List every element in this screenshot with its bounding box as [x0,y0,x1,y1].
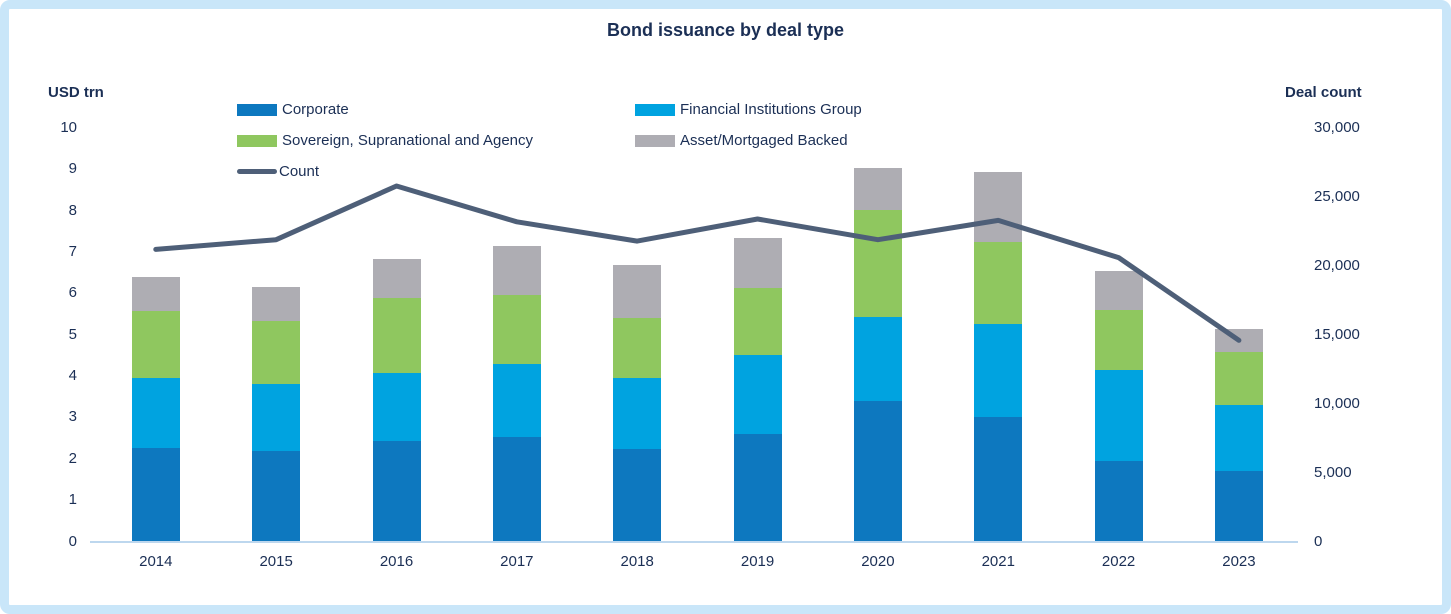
bar-segment-financial-institutions-group-2019 [733,355,782,434]
bar-segment-asset-mortgaged-backed-2019 [733,238,782,289]
bar-segment-corporate-2015 [252,451,301,542]
bar-segment-asset-mortgaged-backed-2022 [1094,270,1143,310]
right-axis-tick: 25,000 [1314,188,1360,205]
bar-segment-asset-mortgaged-backed-2017 [492,245,541,295]
right-axis-tick: 0 [1314,532,1323,550]
bar-segment-sovereign-supranational-and-agency-2018 [613,318,662,379]
bar-segment-asset-mortgaged-backed-2020 [853,168,902,210]
bar-segment-financial-institutions-group-2015 [252,383,301,452]
right-axis-tick: 20,000 [1314,256,1360,274]
chart-title: Bond issuance by deal type [606,20,845,40]
left-axis-tick: 4 [68,367,77,385]
x-axis-tick-2017: 2017 [500,553,534,570]
x-axis-tick-2022: 2022 [1101,553,1136,570]
left-axis-tick: 2 [68,449,77,467]
bar-segment-sovereign-supranational-and-agency-2014 [131,310,180,379]
left-axis-tick: 5 [68,325,77,343]
right-axis-tick: 15,000 [1314,325,1360,343]
bar-segment-corporate-2022 [1094,460,1143,542]
legend-label: Asset/Mortgaged Backed [680,132,848,149]
bar-segment-sovereign-supranational-and-agency-2016 [372,298,421,374]
legend-swatch-financial-institutions-group [635,103,675,116]
bar-segment-corporate-2020 [853,400,902,542]
legend-swatch-corporate [237,103,277,116]
right-axis-tick: 5,000 [1314,463,1352,481]
left-axis-tick: 3 [68,408,77,426]
legend-label: Count [279,163,320,180]
x-axis-tick-2021: 2021 [981,553,1015,570]
left-axis-tick: 9 [68,160,77,178]
bar-segment-financial-institutions-group-2016 [372,373,421,442]
left-axis-tick: 7 [68,243,77,261]
bar-segment-asset-mortgaged-backed-2018 [613,265,662,319]
legend-label: Financial Institutions Group [680,101,862,118]
legend-swatch-asset-mortgaged-backed [635,134,675,147]
bar-segment-asset-mortgaged-backed-2016 [372,259,421,299]
legend-item-financial-institutions-group: Financial Institutions Group [635,101,862,118]
right-axis-tick: 30,000 [1314,119,1360,137]
legend-item-sovereign-supranational-and-agency: Sovereign, Supranational and Agency [237,132,534,149]
bar-segment-asset-mortgaged-backed-2021 [974,172,1023,242]
left-axis-title: USD trn [48,84,104,101]
bar-segment-sovereign-supranational-and-agency-2017 [492,294,541,364]
legend-label: Corporate [282,101,349,118]
left-axis-tick: 0 [68,532,77,550]
legend-item-corporate: Corporate [237,101,349,118]
left-axis-tick: 10 [60,119,77,137]
bar-segment-sovereign-supranational-and-agency-2015 [252,321,301,384]
bar-segment-corporate-2014 [131,448,180,542]
legend-label: Sovereign, Supranational and Agency [282,132,534,149]
x-axis-tick-2016: 2016 [379,553,414,570]
bar-segment-corporate-2019 [733,434,782,542]
right-axis-title: Deal count [1285,84,1362,101]
bar-segment-financial-institutions-group-2017 [492,363,541,438]
bar-segment-corporate-2017 [492,437,541,542]
bar-segment-asset-mortgaged-backed-2015 [252,287,301,322]
left-axis-tick: 6 [68,284,77,302]
bar-segment-corporate-2016 [372,441,421,542]
bar-segment-financial-institutions-group-2021 [974,324,1023,418]
x-axis-tick-2018: 2018 [620,553,654,570]
left-axis-tick: 8 [68,201,77,219]
bar-segment-financial-institutions-group-2022 [1094,369,1143,461]
legend-item-asset-mortgaged-backed: Asset/Mortgaged Backed [635,132,848,149]
legend-swatch-sovereign-supranational-and-agency [237,134,277,147]
bar-segment-financial-institutions-group-2020 [853,317,902,401]
bar-segment-corporate-2023 [1214,471,1263,542]
bar-segment-sovereign-supranational-and-agency-2020 [853,209,902,318]
bar-segment-sovereign-supranational-and-agency-2019 [733,288,782,356]
right-axis-tick: 10,000 [1314,394,1360,412]
bar-segment-corporate-2018 [613,449,662,542]
bar-segment-asset-mortgaged-backed-2014 [131,276,180,311]
bar-segment-financial-institutions-group-2018 [613,378,662,450]
x-axis-tick-2023: 2023 [1222,553,1256,570]
bar-segment-sovereign-supranational-and-agency-2022 [1094,309,1143,370]
bar-segment-corporate-2021 [974,417,1023,542]
bar-segment-financial-institutions-group-2023 [1214,405,1263,472]
bar-segment-sovereign-supranational-and-agency-2023 [1214,352,1263,406]
bar-segment-sovereign-supranational-and-agency-2021 [974,241,1023,325]
x-axis-tick-2015: 2015 [259,553,293,570]
left-axis-tick: 1 [68,491,77,509]
legend-swatch-count [237,169,277,174]
x-axis-tick-2020: 2020 [861,553,895,570]
bar-segment-financial-institutions-group-2014 [131,378,180,449]
bar-segment-asset-mortgaged-backed-2023 [1214,329,1263,353]
x-axis-line [90,540,1298,543]
x-axis-tick-2014: 2014 [139,553,173,570]
legend-item-count: Count [237,163,320,180]
x-axis-tick-2019: 2019 [740,553,775,570]
